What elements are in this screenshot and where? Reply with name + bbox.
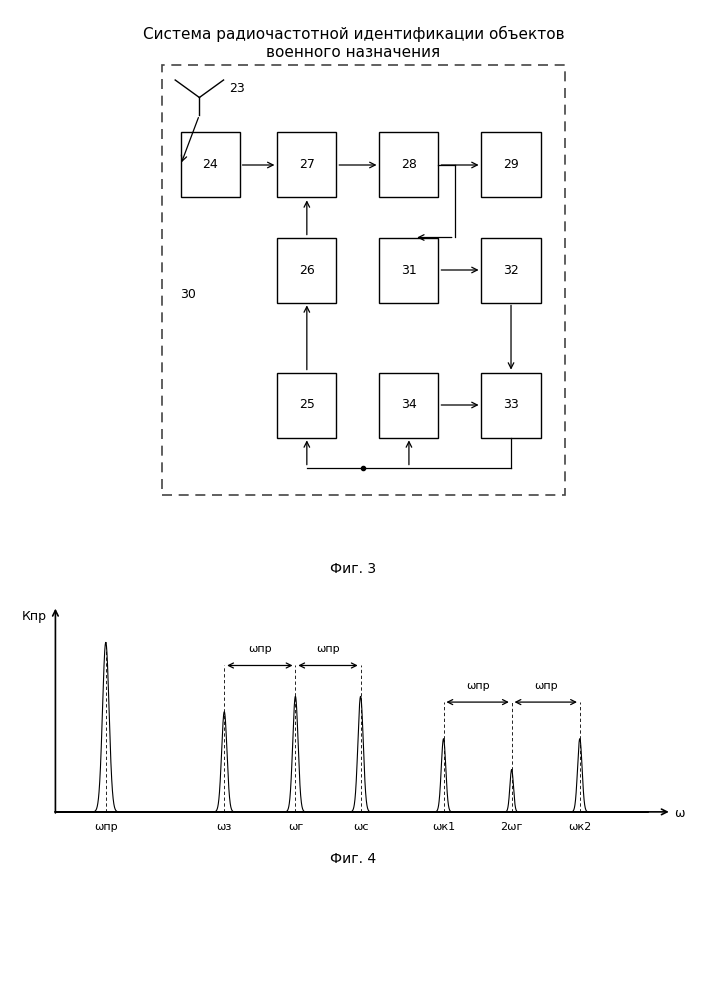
Text: 31: 31 bbox=[401, 263, 417, 276]
Text: 2ωг: 2ωг bbox=[501, 822, 523, 832]
Bar bbox=[162, 65, 565, 495]
Text: ωпр: ωпр bbox=[248, 644, 271, 654]
Text: ωпр: ωпр bbox=[534, 681, 558, 691]
Bar bbox=[481, 372, 541, 438]
Bar bbox=[481, 237, 541, 302]
Text: Система радиочастотной идентификации объектов
военного назначения: Система радиочастотной идентификации объ… bbox=[143, 26, 564, 60]
Text: 27: 27 bbox=[299, 158, 315, 171]
Text: ωк1: ωк1 bbox=[432, 822, 455, 832]
Text: ωпр: ωпр bbox=[94, 822, 117, 832]
Text: 34: 34 bbox=[401, 398, 417, 412]
Text: 32: 32 bbox=[503, 263, 519, 276]
Bar bbox=[277, 132, 337, 197]
Text: ωз: ωз bbox=[216, 822, 232, 832]
Bar bbox=[380, 237, 438, 302]
Text: ωпр: ωпр bbox=[316, 644, 340, 654]
Text: Кпр: Кпр bbox=[21, 610, 47, 623]
Text: ωк2: ωк2 bbox=[568, 822, 592, 832]
Text: 30: 30 bbox=[180, 288, 197, 302]
Text: 24: 24 bbox=[202, 158, 218, 171]
Text: 29: 29 bbox=[503, 158, 519, 171]
Bar bbox=[380, 372, 438, 438]
Text: ωг: ωг bbox=[288, 822, 303, 832]
Bar bbox=[180, 132, 240, 197]
Text: 28: 28 bbox=[401, 158, 417, 171]
Text: ωпр: ωпр bbox=[466, 681, 489, 691]
Text: 25: 25 bbox=[299, 398, 315, 412]
Bar bbox=[277, 372, 337, 438]
Text: 33: 33 bbox=[503, 398, 519, 412]
Text: Фиг. 4: Фиг. 4 bbox=[330, 852, 377, 866]
Text: ω: ω bbox=[674, 807, 685, 820]
Text: 26: 26 bbox=[299, 263, 315, 276]
Text: ωс: ωс bbox=[353, 822, 368, 832]
Text: Фиг. 3: Фиг. 3 bbox=[330, 562, 377, 576]
Bar bbox=[277, 237, 337, 302]
Bar bbox=[481, 132, 541, 197]
Bar bbox=[380, 132, 438, 197]
Text: 23: 23 bbox=[229, 83, 245, 96]
